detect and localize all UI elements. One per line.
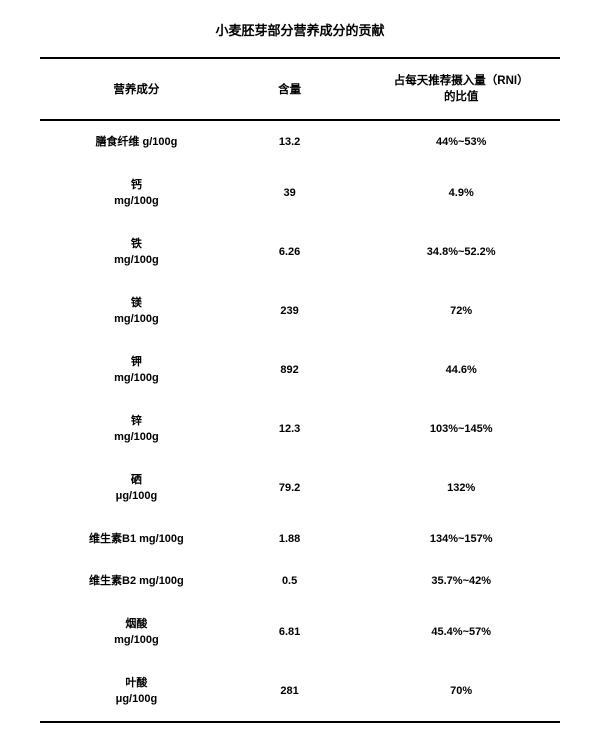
cell-rni: 45.4%~57% [362, 603, 560, 662]
cell-amount: 0.5 [217, 560, 363, 603]
col-header-rni: 占每天推荐摄入量（RNI） 的比值 [362, 58, 560, 120]
table-row: 锌 mg/100g12.3103%~145% [40, 400, 560, 459]
cell-nutrient: 铁 mg/100g [40, 223, 217, 282]
cell-amount: 281 [217, 662, 363, 722]
cell-nutrient: 锌 mg/100g [40, 400, 217, 459]
cell-amount: 6.81 [217, 603, 363, 662]
table-row: 镁 mg/100g23972% [40, 282, 560, 341]
cell-rni: 44.6% [362, 341, 560, 400]
cell-nutrient: 烟酸 mg/100g [40, 603, 217, 662]
cell-rni: 70% [362, 662, 560, 722]
cell-nutrient: 钾 mg/100g [40, 341, 217, 400]
cell-amount: 13.2 [217, 120, 363, 164]
table-header-row: 营养成分 含量 占每天推荐摄入量（RNI） 的比值 [40, 58, 560, 120]
cell-amount: 892 [217, 341, 363, 400]
cell-rni: 132% [362, 459, 560, 518]
table-title: 小麦胚芽部分营养成分的贡献 [40, 20, 560, 39]
cell-amount: 39 [217, 164, 363, 223]
cell-nutrient: 膳食纤维 g/100g [40, 120, 217, 164]
cell-rni: 35.7%~42% [362, 560, 560, 603]
table-row: 钙 mg/100g394.9% [40, 164, 560, 223]
table-row: 叶酸 μg/100g28170% [40, 662, 560, 722]
cell-nutrient: 叶酸 μg/100g [40, 662, 217, 722]
cell-rni: 44%~53% [362, 120, 560, 164]
cell-nutrient: 硒 μg/100g [40, 459, 217, 518]
cell-nutrient: 钙 mg/100g [40, 164, 217, 223]
table-row: 烟酸 mg/100g6.8145.4%~57% [40, 603, 560, 662]
cell-rni: 34.8%~52.2% [362, 223, 560, 282]
cell-nutrient: 维生素B1 mg/100g [40, 518, 217, 561]
table-row: 膳食纤维 g/100g13.244%~53% [40, 120, 560, 164]
cell-amount: 1.88 [217, 518, 363, 561]
col-header-amount: 含量 [217, 58, 363, 120]
table-row: 钾 mg/100g89244.6% [40, 341, 560, 400]
table-row: 维生素B1 mg/100g1.88134%~157% [40, 518, 560, 561]
col-header-nutrient: 营养成分 [40, 58, 217, 120]
table-body: 膳食纤维 g/100g13.244%~53%钙 mg/100g394.9%铁 m… [40, 120, 560, 722]
table-row: 铁 mg/100g6.2634.8%~52.2% [40, 223, 560, 282]
cell-rni: 72% [362, 282, 560, 341]
cell-rni: 103%~145% [362, 400, 560, 459]
cell-nutrient: 维生素B2 mg/100g [40, 560, 217, 603]
nutrition-table: 营养成分 含量 占每天推荐摄入量（RNI） 的比值 膳食纤维 g/100g13.… [40, 57, 560, 723]
table-row: 维生素B2 mg/100g0.535.7%~42% [40, 560, 560, 603]
cell-rni: 4.9% [362, 164, 560, 223]
cell-amount: 6.26 [217, 223, 363, 282]
cell-amount: 79.2 [217, 459, 363, 518]
cell-nutrient: 镁 mg/100g [40, 282, 217, 341]
cell-amount: 12.3 [217, 400, 363, 459]
table-row: 硒 μg/100g79.2132% [40, 459, 560, 518]
cell-amount: 239 [217, 282, 363, 341]
cell-rni: 134%~157% [362, 518, 560, 561]
